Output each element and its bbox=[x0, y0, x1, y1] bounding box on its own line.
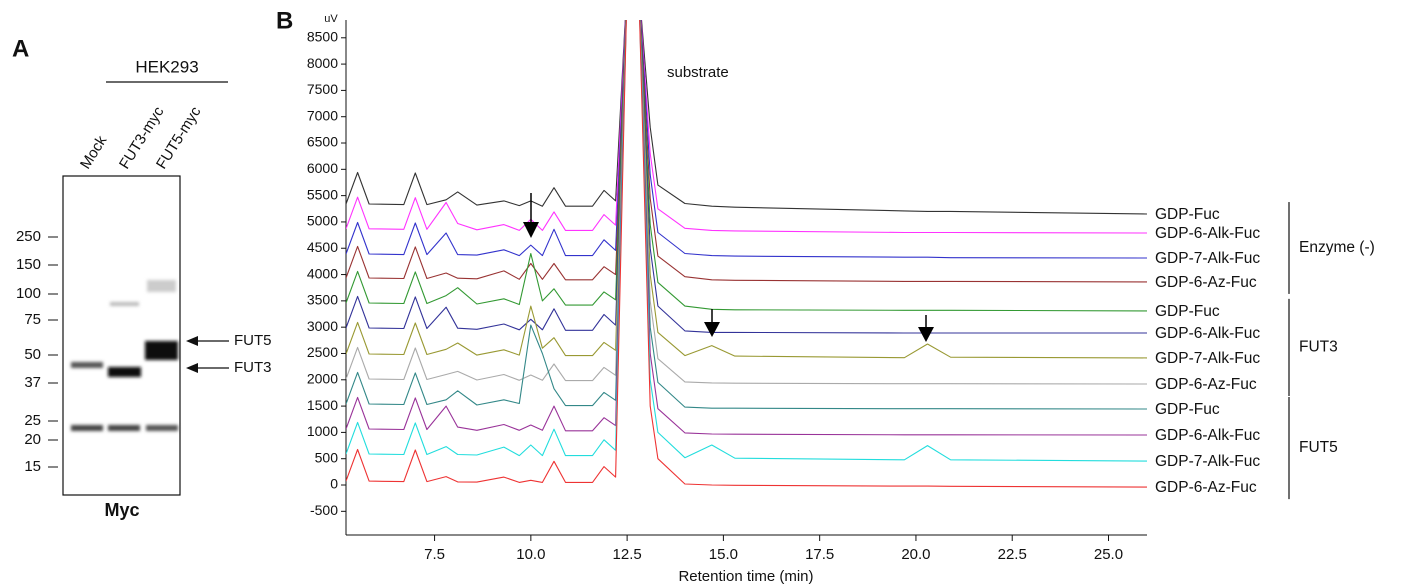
trace bbox=[346, 20, 1147, 259]
band bbox=[146, 425, 178, 431]
y-tick-label: 6500 bbox=[307, 134, 338, 150]
lane-label: Mock bbox=[77, 132, 111, 172]
marker-label: 50 bbox=[24, 346, 41, 363]
group-label: FUT5 bbox=[1299, 439, 1338, 456]
trace bbox=[346, 20, 1147, 334]
y-tick-label: 2000 bbox=[307, 370, 338, 386]
group-label: FUT3 bbox=[1299, 339, 1338, 356]
y-axis-label: uV bbox=[324, 13, 338, 25]
band bbox=[108, 367, 141, 377]
marker-label: 37 bbox=[24, 374, 41, 391]
legend-label: GDP-Fuc bbox=[1155, 206, 1220, 223]
chromatogram-panel: B uV Retention time (min) substrate -500… bbox=[276, 7, 1375, 585]
y-tick-label: 500 bbox=[315, 449, 339, 465]
arrow-head bbox=[186, 336, 198, 346]
marker-label: 25 bbox=[24, 412, 41, 429]
band bbox=[110, 302, 139, 306]
x-tick-label: 12.5 bbox=[613, 546, 642, 563]
trace bbox=[346, 20, 1147, 436]
marker-label: 15 bbox=[24, 458, 41, 475]
trace bbox=[346, 20, 1147, 312]
x-tick-label: 17.5 bbox=[805, 546, 834, 563]
arrow-head bbox=[523, 222, 539, 238]
legend-label: GDP-6-Az-Fuc bbox=[1155, 274, 1257, 291]
y-tick-label: 3000 bbox=[307, 318, 338, 334]
y-tick-label: 6000 bbox=[307, 160, 338, 176]
antibody: Myc bbox=[104, 500, 139, 520]
trace bbox=[346, 20, 1147, 410]
legend-label: GDP-7-Alk-Fuc bbox=[1155, 350, 1260, 367]
band-label: FUT5 bbox=[234, 332, 272, 349]
x-tick-label: 20.0 bbox=[901, 546, 930, 563]
y-tick-label: 8500 bbox=[307, 28, 338, 44]
legend-label: GDP-7-Alk-Fuc bbox=[1155, 453, 1260, 470]
y-tick-label: 5500 bbox=[307, 186, 338, 202]
legend-label: GDP-Fuc bbox=[1155, 401, 1220, 418]
legend-label: GDP-6-Alk-Fuc bbox=[1155, 325, 1260, 342]
band bbox=[147, 280, 176, 292]
arrow-head bbox=[186, 363, 198, 373]
y-tick-label: 7000 bbox=[307, 107, 338, 123]
y-tick-label: 8000 bbox=[307, 55, 338, 71]
band-label: FUT3 bbox=[234, 359, 272, 376]
arrows bbox=[523, 193, 934, 342]
legend-label: GDP-6-Az-Fuc bbox=[1155, 376, 1257, 393]
y-tick-label: 1000 bbox=[307, 423, 338, 439]
legend-label: GDP-7-Alk-Fuc bbox=[1155, 250, 1260, 267]
y-tick-label: 5000 bbox=[307, 213, 338, 229]
y-tick-label: 0 bbox=[330, 476, 338, 492]
legend-label: GDP-6-Alk-Fuc bbox=[1155, 427, 1260, 444]
traces bbox=[346, 20, 1147, 488]
arrow-head bbox=[918, 327, 934, 342]
annotation: substrate bbox=[667, 64, 729, 81]
band bbox=[145, 341, 178, 360]
y-tick-label: -500 bbox=[310, 502, 338, 518]
marker-label: 100 bbox=[16, 285, 41, 302]
group-label: Enzyme (-) bbox=[1299, 239, 1375, 256]
x-tick-label: 25.0 bbox=[1094, 546, 1123, 563]
trace bbox=[346, 20, 1147, 462]
trace bbox=[346, 20, 1147, 215]
trace bbox=[346, 20, 1147, 359]
band bbox=[71, 425, 103, 431]
y-tick-label: 4000 bbox=[307, 265, 338, 281]
legend-label: GDP-6-Az-Fuc bbox=[1155, 479, 1257, 496]
marker-label: 250 bbox=[16, 228, 41, 245]
y-tick-label: 7500 bbox=[307, 81, 338, 97]
panel-label: A bbox=[12, 35, 29, 62]
marker-label: 75 bbox=[24, 311, 41, 328]
x-tick-label: 22.5 bbox=[998, 546, 1027, 563]
trace bbox=[346, 20, 1147, 283]
y-tick-label: 1500 bbox=[307, 397, 338, 413]
marker-label: 20 bbox=[24, 431, 41, 448]
y-tick-label: 2500 bbox=[307, 344, 338, 360]
y-tick-label: 4500 bbox=[307, 239, 338, 255]
x-tick-label: 15.0 bbox=[709, 546, 738, 563]
x-tick-label: 10.0 bbox=[516, 546, 545, 563]
blot-frame bbox=[62, 175, 181, 496]
arrow-head bbox=[704, 322, 720, 337]
blot-panel: A HEK293 Myc Mock FUT3-mycFUT5-myc2501501… bbox=[12, 35, 272, 519]
band bbox=[108, 425, 140, 431]
cell-line: HEK293 bbox=[135, 57, 198, 76]
legend-label: GDP-Fuc bbox=[1155, 303, 1220, 320]
band bbox=[71, 362, 103, 368]
x-axis-label: Retention time (min) bbox=[678, 568, 813, 585]
legend-label: GDP-6-Alk-Fuc bbox=[1155, 225, 1260, 242]
trace bbox=[346, 20, 1147, 385]
trace bbox=[346, 20, 1147, 488]
trace bbox=[346, 20, 1147, 234]
y-tick-label: 3500 bbox=[307, 292, 338, 308]
panel-label: B bbox=[276, 7, 293, 34]
x-tick-label: 7.5 bbox=[424, 546, 445, 563]
marker-label: 150 bbox=[16, 256, 41, 273]
